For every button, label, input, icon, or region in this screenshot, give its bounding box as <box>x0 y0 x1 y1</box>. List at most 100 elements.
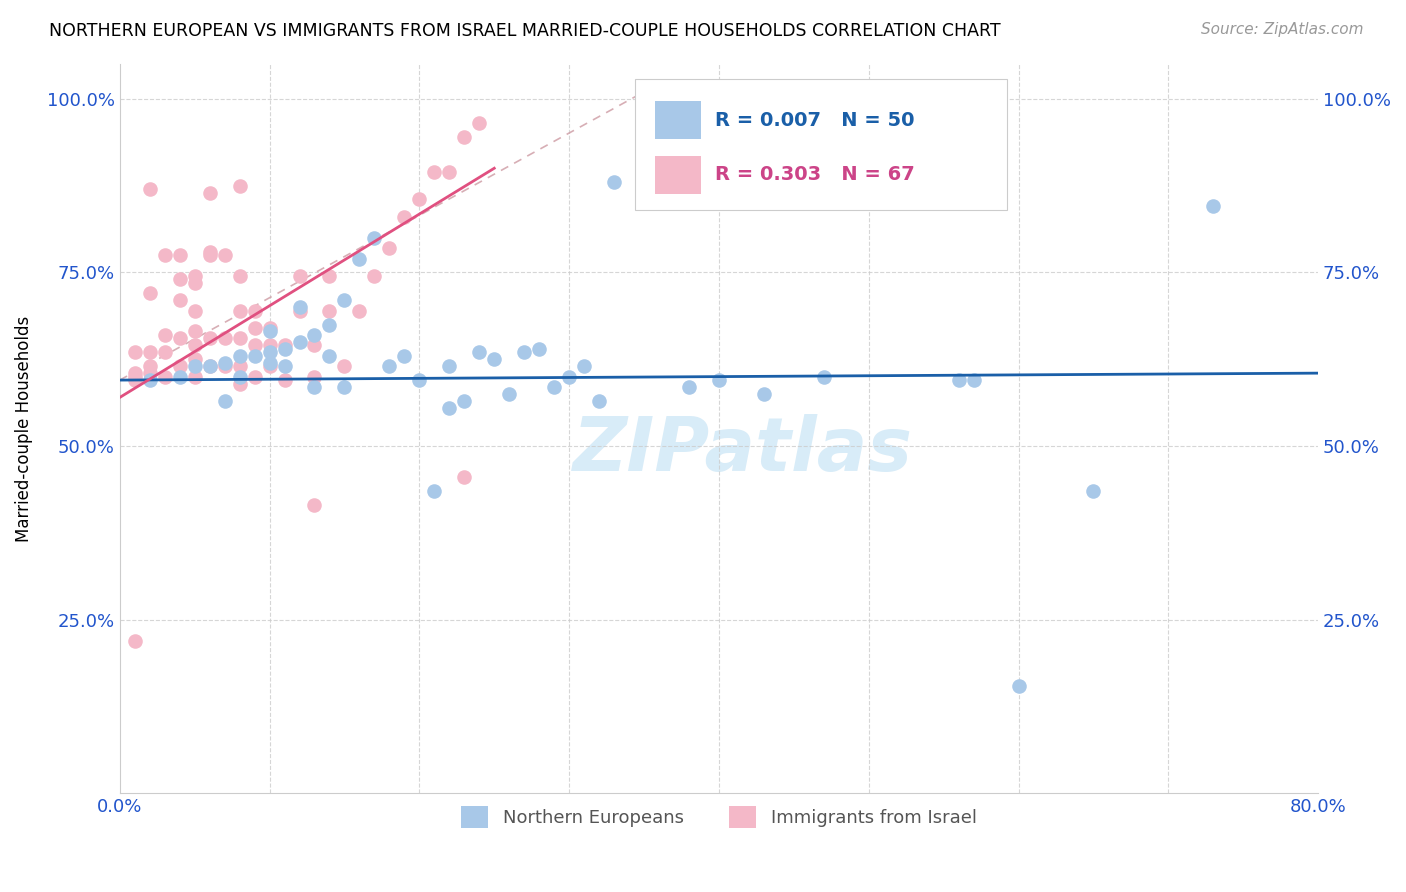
Point <box>214 393 236 408</box>
Point <box>259 338 281 352</box>
Point <box>183 338 205 352</box>
Point <box>572 359 595 374</box>
Point <box>198 359 221 374</box>
Point <box>153 369 176 384</box>
Point <box>243 338 266 352</box>
Point <box>183 352 205 367</box>
Point <box>228 331 250 345</box>
Point <box>962 373 984 387</box>
Point <box>259 359 281 374</box>
Point <box>183 369 205 384</box>
Text: R = 0.303   N = 67: R = 0.303 N = 67 <box>716 165 915 185</box>
Text: Source: ZipAtlas.com: Source: ZipAtlas.com <box>1201 22 1364 37</box>
Point <box>169 369 191 384</box>
Point <box>527 342 550 356</box>
Point <box>153 327 176 342</box>
Point <box>138 286 160 301</box>
Point <box>394 349 416 363</box>
Point <box>198 244 221 259</box>
Point <box>453 130 475 145</box>
Point <box>169 248 191 262</box>
Point <box>1007 679 1029 693</box>
Point <box>349 303 371 318</box>
Point <box>378 359 401 374</box>
Point <box>228 178 250 193</box>
Point <box>214 331 236 345</box>
Point <box>138 359 160 374</box>
Point <box>439 165 461 179</box>
Point <box>288 300 311 314</box>
Point <box>138 366 160 380</box>
Point <box>408 373 430 387</box>
Point <box>243 303 266 318</box>
Point <box>707 373 730 387</box>
Point <box>214 359 236 374</box>
Point <box>513 345 536 359</box>
Point <box>468 345 491 359</box>
Point <box>124 633 146 648</box>
Point <box>259 356 281 370</box>
Point <box>752 387 775 401</box>
Point <box>318 349 340 363</box>
Point <box>453 470 475 484</box>
Point <box>228 359 250 374</box>
Point <box>153 345 176 359</box>
Point <box>333 359 356 374</box>
Point <box>318 268 340 283</box>
Point <box>198 248 221 262</box>
Point <box>183 303 205 318</box>
Text: NORTHERN EUROPEAN VS IMMIGRANTS FROM ISRAEL MARRIED-COUPLE HOUSEHOLDS CORRELATIO: NORTHERN EUROPEAN VS IMMIGRANTS FROM ISR… <box>49 22 1001 40</box>
Point <box>183 268 205 283</box>
Point <box>468 116 491 130</box>
Point <box>228 303 250 318</box>
Point <box>408 193 430 207</box>
Point <box>678 380 700 394</box>
FancyBboxPatch shape <box>655 102 702 139</box>
Point <box>363 230 385 244</box>
Point <box>198 331 221 345</box>
Y-axis label: Married-couple Households: Married-couple Households <box>15 316 32 541</box>
Point <box>198 186 221 200</box>
Point <box>363 268 385 283</box>
Point <box>124 345 146 359</box>
Point <box>228 268 250 283</box>
Point <box>588 393 610 408</box>
Point <box>558 369 581 384</box>
Point <box>439 359 461 374</box>
Point <box>304 369 326 384</box>
Point <box>273 359 295 374</box>
Point <box>304 498 326 512</box>
Point <box>273 373 295 387</box>
Point <box>228 376 250 391</box>
Point <box>318 303 340 318</box>
Point <box>333 380 356 394</box>
Point <box>439 401 461 415</box>
Point <box>543 380 565 394</box>
Point <box>288 334 311 349</box>
Point <box>259 321 281 335</box>
Point <box>378 241 401 255</box>
Point <box>288 303 311 318</box>
Point <box>423 165 446 179</box>
Point <box>304 338 326 352</box>
Point <box>153 248 176 262</box>
Point <box>243 349 266 363</box>
Point <box>1202 199 1225 213</box>
Point <box>259 345 281 359</box>
Point <box>243 321 266 335</box>
Legend: Northern Europeans, Immigrants from Israel: Northern Europeans, Immigrants from Isra… <box>454 799 984 836</box>
Point <box>498 387 520 401</box>
Point <box>183 325 205 339</box>
Point <box>138 373 160 387</box>
Point <box>228 349 250 363</box>
Point <box>1083 484 1105 499</box>
Point <box>183 276 205 290</box>
FancyBboxPatch shape <box>636 78 1007 210</box>
FancyBboxPatch shape <box>655 156 702 194</box>
Point <box>304 327 326 342</box>
Point <box>169 293 191 308</box>
Point <box>243 369 266 384</box>
Point <box>124 373 146 387</box>
Point <box>169 359 191 374</box>
Point <box>349 252 371 266</box>
